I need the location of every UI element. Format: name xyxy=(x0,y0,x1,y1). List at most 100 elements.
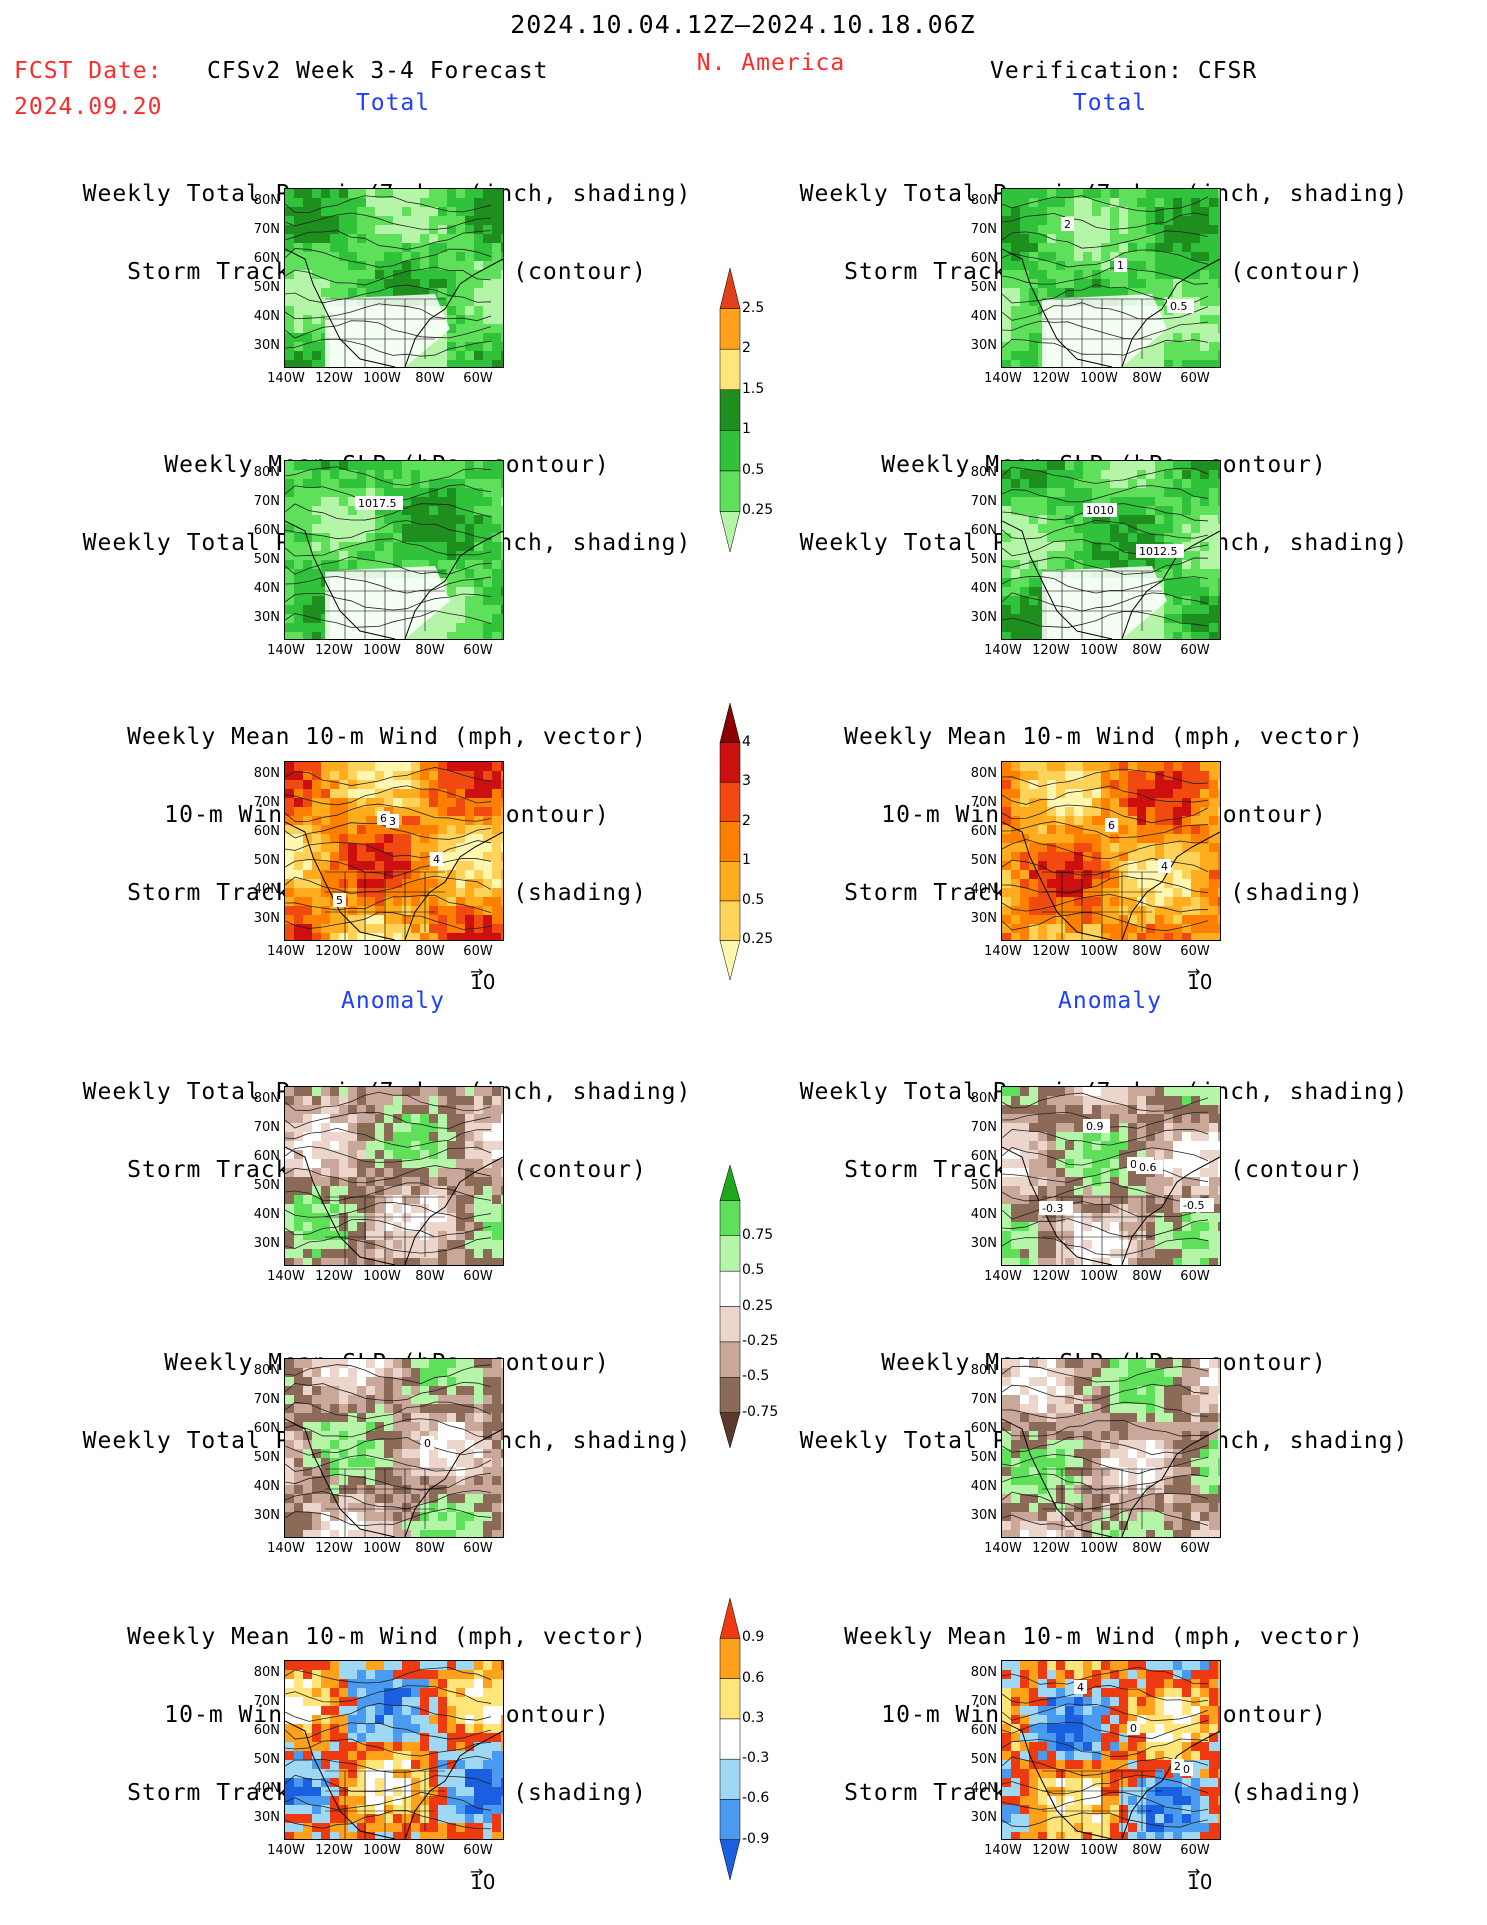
map-cell xyxy=(303,933,312,940)
map-cell xyxy=(366,1467,375,1476)
map-cell xyxy=(1092,198,1101,207)
map-cell xyxy=(1164,1222,1173,1231)
map-cell xyxy=(294,569,303,578)
map-cell xyxy=(474,807,483,816)
map-cell xyxy=(1056,1368,1065,1377)
map-cell xyxy=(1119,288,1128,297)
map-cell xyxy=(1092,234,1101,243)
map-cell xyxy=(1020,479,1029,488)
map-cell xyxy=(1137,933,1146,940)
map-cell xyxy=(1083,1404,1092,1413)
map-cell xyxy=(447,587,456,596)
map-cell xyxy=(411,497,420,506)
map-cell xyxy=(294,497,303,506)
map-cell xyxy=(321,1395,330,1404)
map-cell xyxy=(438,1141,447,1150)
map-cell xyxy=(429,234,438,243)
map-cell xyxy=(1110,488,1119,497)
map-cell xyxy=(294,234,303,243)
map-cell xyxy=(1200,1105,1209,1114)
map-cell xyxy=(411,225,420,234)
map-cell xyxy=(1155,252,1164,261)
map-cell xyxy=(1056,1258,1065,1265)
map-cell xyxy=(1173,1249,1182,1258)
map-cell xyxy=(384,780,393,789)
state-borders xyxy=(325,570,445,639)
map-cell xyxy=(366,1440,375,1449)
map-cell xyxy=(474,605,483,614)
map-cell xyxy=(1218,524,1220,533)
map-cell xyxy=(285,551,294,560)
map-cell xyxy=(366,1422,375,1431)
map-cell xyxy=(1128,1177,1137,1186)
lon-tick-label: 140W xyxy=(267,1269,305,1284)
contour-line xyxy=(285,911,492,930)
map-cell xyxy=(285,225,294,234)
map-cell xyxy=(366,897,375,906)
map-cell xyxy=(393,1231,402,1240)
map-cell xyxy=(375,1377,384,1386)
map-cell xyxy=(330,1440,339,1449)
map-cell xyxy=(375,533,384,542)
map-cell xyxy=(411,861,420,870)
map-cell xyxy=(1038,506,1047,515)
map-cell xyxy=(393,1413,402,1422)
map-cell xyxy=(1182,1359,1191,1368)
map-cell xyxy=(1065,789,1074,798)
map-cell xyxy=(1191,1114,1200,1123)
map-cell xyxy=(438,1258,447,1265)
contour-line xyxy=(285,767,492,786)
map-cell xyxy=(357,1204,366,1213)
map-cell xyxy=(402,1114,411,1123)
map-cell xyxy=(357,542,366,551)
map-cell xyxy=(1119,1404,1128,1413)
map-cell xyxy=(348,906,357,915)
map-cell xyxy=(1074,1377,1083,1386)
map-cell xyxy=(285,315,294,324)
map-cell xyxy=(1101,771,1110,780)
map-cell xyxy=(1173,771,1182,780)
map-cell xyxy=(411,1476,420,1485)
map-cell xyxy=(294,1222,303,1231)
map-cell xyxy=(1011,524,1020,533)
map-cell xyxy=(384,261,393,270)
map-cell xyxy=(474,515,483,524)
map-cell xyxy=(492,605,501,614)
map-cell xyxy=(393,798,402,807)
map-cell xyxy=(492,888,501,897)
lon-tick-label: 60W xyxy=(463,944,493,959)
map-cell xyxy=(312,578,321,587)
map-cell xyxy=(357,243,366,252)
map-cell xyxy=(1146,852,1155,861)
map-cell xyxy=(492,1503,501,1512)
map-cell xyxy=(1011,843,1020,852)
contour-label-bg xyxy=(1180,1198,1214,1212)
map-cell xyxy=(1164,569,1173,578)
map-cell xyxy=(1047,1258,1056,1265)
map-cell xyxy=(393,1258,402,1265)
map-cell xyxy=(456,198,465,207)
map-cell xyxy=(438,1222,447,1231)
map-cell xyxy=(357,1458,366,1467)
state-borders xyxy=(325,1468,445,1537)
map-cell xyxy=(447,1368,456,1377)
map-cell xyxy=(429,1240,438,1249)
map-cell xyxy=(1155,270,1164,279)
map-cell xyxy=(1155,288,1164,297)
map-cell xyxy=(1128,560,1137,569)
map-cell xyxy=(1164,342,1173,351)
map-cell xyxy=(1164,1204,1173,1213)
map-cell xyxy=(1065,888,1074,897)
map-cell xyxy=(366,1530,375,1537)
map-cell xyxy=(429,1494,438,1503)
verification-title: Verification: CFSR xyxy=(990,58,1258,84)
map-cell xyxy=(1200,578,1209,587)
map-cell xyxy=(1101,488,1110,497)
map-cell xyxy=(1083,1096,1092,1105)
map-cell xyxy=(1155,1404,1164,1413)
map-cell xyxy=(1083,551,1092,560)
map-cell xyxy=(1056,1240,1065,1249)
map-cell xyxy=(501,252,503,261)
map-cell xyxy=(1074,189,1083,198)
map-cell xyxy=(429,198,438,207)
